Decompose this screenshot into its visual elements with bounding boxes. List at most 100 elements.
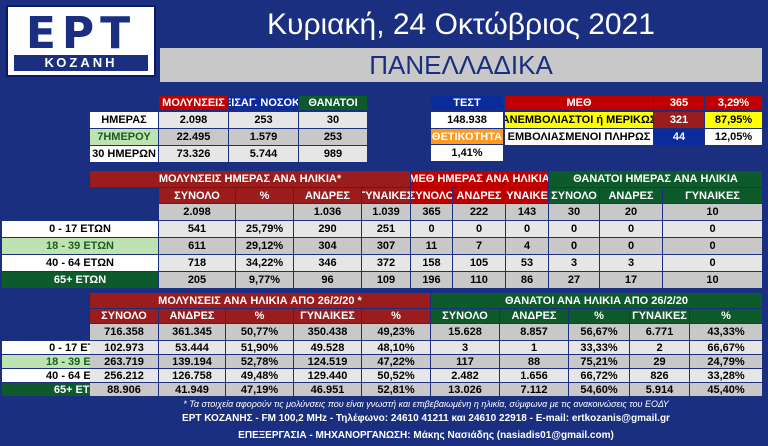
- daily-age-value: 10: [663, 272, 762, 288]
- cumulative-age-value: 41.949: [159, 383, 225, 396]
- daily-age-value: 372: [362, 255, 410, 271]
- tests-value: 148.938: [431, 112, 503, 128]
- icu-row-pct: 87,95%: [705, 112, 762, 128]
- icu-row-value: 44: [654, 129, 704, 145]
- cumulative-age-value: 7.112: [500, 383, 568, 396]
- daily-age-value: 34,22%: [236, 255, 293, 271]
- daily-age-value: 7: [453, 238, 505, 254]
- cumulative-age-value: 1.656: [500, 369, 568, 382]
- cumulative-age-value: 826: [630, 369, 689, 382]
- icu-row-label: ΕΜΒΟΛΙΑΣΜΕΝΟΙ ΠΛΗΡΩΣ: [505, 129, 653, 145]
- cumulative-column-header: ΓΥΝΑΙΚΕΣ: [630, 309, 689, 323]
- daily-age-value: 0: [600, 238, 662, 254]
- summary-value: 989: [299, 146, 367, 162]
- cumulative-age-value: 126.758: [159, 369, 225, 382]
- cumulative-age-value: 5.914: [630, 383, 689, 396]
- cumulative-column-header: ΑΝΔΡΕΣ: [159, 309, 225, 323]
- daily-column-header: ΣΥΝΟΛΟ: [411, 188, 452, 203]
- daily-age-value: 251: [362, 221, 410, 237]
- daily-total-cell: 2.098: [159, 204, 235, 220]
- cumulative-cases-title: ΜΟΛΥΝΣΕΙΣ ΑΝΑ ΗΛΙΚΙΑ ΑΠΟ 26/2/20 *: [90, 293, 430, 308]
- logo-brand: ΕΡΤ: [25, 8, 137, 59]
- daily-age-value: 96: [294, 272, 361, 288]
- positivity-label: ΘΕΤΙΚΟΤΗΤΑ: [431, 129, 503, 144]
- cumulative-column-header: %: [690, 309, 762, 323]
- daily-age-value: 86: [506, 272, 548, 288]
- cumulative-age-value: 88: [500, 355, 568, 368]
- daily-age-value: 0: [506, 221, 548, 237]
- cumulative-total-cell: 350.438: [294, 324, 361, 340]
- cumulative-age-value: 66,67%: [690, 341, 762, 354]
- summary-row-label: 7ΗΜΕΡΟΥ: [90, 129, 158, 145]
- daily-total-cell: 1.036: [294, 204, 361, 220]
- cumulative-age-value: 13.026: [431, 383, 499, 396]
- daily-age-value: 53: [506, 255, 548, 271]
- daily-age-value: 0: [549, 221, 599, 237]
- cumulative-age-value: 49.528: [294, 341, 361, 354]
- summary-value: 22.495: [159, 129, 228, 145]
- daily-age-value: 0: [411, 221, 452, 237]
- summary-value: 2.098: [159, 112, 228, 128]
- daily-age-label: 18 - 39 ΕΤΩΝ: [2, 238, 158, 254]
- daily-age-value: 304: [294, 238, 361, 254]
- positivity-value: 1,41%: [431, 145, 503, 161]
- daily-age-value: 29,12%: [236, 238, 293, 254]
- cumulative-age-value: 33,33%: [569, 341, 629, 354]
- cumulative-age-value: 2.482: [431, 369, 499, 382]
- footnote: * Τα στοιχεία αφορούν τις μολύνσεις που …: [183, 399, 669, 409]
- cumulative-age-value: 117: [431, 355, 499, 368]
- daily-age-value: 27: [549, 272, 599, 288]
- cumulative-age-value: 124.519: [294, 355, 361, 368]
- daily-column-header: ΓΥΝΑΙΚΕΣ: [663, 188, 762, 203]
- cumulative-age-value: 49,48%: [226, 369, 293, 382]
- daily-icu-title: ΜΕΘ ΗΜΕΡΑΣ ΑΝΑ ΗΛΙΚΙΑ: [411, 171, 548, 187]
- cumulative-age-value: 52,78%: [226, 355, 293, 368]
- daily-age-value: 196: [411, 272, 452, 288]
- contact-line: ΕΡΤ ΚΟΖΑΝΗΣ - FM 100,2 MHz - Τηλέφωνο: 2…: [182, 413, 670, 424]
- cumulative-age-value: 45,40%: [690, 383, 762, 396]
- summary-value: 1.579: [229, 129, 298, 145]
- daily-cases-title: ΜΟΛΥΝΣΕΙΣ ΗΜΕΡΑΣ ΑΝΑ ΗΛΙΚΙΑ*: [90, 171, 410, 187]
- daily-age-label: 65+ ΕΤΩΝ: [2, 272, 158, 288]
- daily-age-value: 110: [453, 272, 505, 288]
- cumulative-age-value: 54,60%: [569, 383, 629, 396]
- summary-header-hospital: ΕΙΣΑΓ. ΝΟΣΟΚ.: [229, 96, 298, 110]
- cumulative-column-header: %: [362, 309, 430, 323]
- daily-column-header: ΑΝΔΡΕΣ: [600, 188, 662, 203]
- cumulative-age-value: 33,28%: [690, 369, 762, 382]
- cumulative-age-value: 102.973: [90, 341, 158, 354]
- cumulative-age-value: 53.444: [159, 341, 225, 354]
- icu-total: 365: [654, 96, 704, 110]
- cumulative-age-value: 29: [630, 355, 689, 368]
- cumulative-age-value: 51,90%: [226, 341, 293, 354]
- cumulative-total-cell: 6.771: [630, 324, 689, 340]
- daily-age-value: 25,79%: [236, 221, 293, 237]
- daily-column-header: ΓΥΝΑΙΚΕΣ: [362, 188, 410, 203]
- daily-column-header: ΓΥΝΑΙΚΕΣ: [506, 188, 548, 203]
- daily-total-cell: 365: [411, 204, 452, 220]
- daily-age-value: 0: [453, 221, 505, 237]
- cumulative-column-header: ΣΥΝΟΛΟ: [90, 309, 158, 323]
- cumulative-total-cell: 50,77%: [226, 324, 293, 340]
- daily-age-value: 307: [362, 238, 410, 254]
- icu-row-label: ΑΝΕΜΒΟΛΙΑΣΤΟΙ ή ΜΕΡΙΚΩΣ: [505, 112, 653, 128]
- cumulative-total-cell: 8.857: [500, 324, 568, 340]
- icu-total-pct: 3,29%: [705, 96, 762, 110]
- cumulative-column-header: ΓΥΝΑΙΚΕΣ: [294, 309, 361, 323]
- summary-value: 73.326: [159, 146, 228, 162]
- cumulative-age-value: 75,21%: [569, 355, 629, 368]
- daily-age-value: 290: [294, 221, 361, 237]
- logo-city: ΚΟΖΑΝΗ: [14, 55, 148, 71]
- daily-column-header: %: [236, 188, 293, 203]
- daily-age-value: 205: [159, 272, 235, 288]
- summary-value: 30: [299, 112, 367, 128]
- daily-age-value: 0: [663, 255, 762, 271]
- summary-row-label: 30 ΗΜΕΡΩΝ: [90, 146, 158, 162]
- daily-total-cell: 1.039: [362, 204, 410, 220]
- daily-age-value: 3: [549, 255, 599, 271]
- cumulative-total-cell: 49,23%: [362, 324, 430, 340]
- cumulative-age-value: 46.951: [294, 383, 361, 396]
- cumulative-total-cell: 43,33%: [690, 324, 762, 340]
- cumulative-age-value: 52,81%: [362, 383, 430, 396]
- cumulative-age-value: 50,52%: [362, 369, 430, 382]
